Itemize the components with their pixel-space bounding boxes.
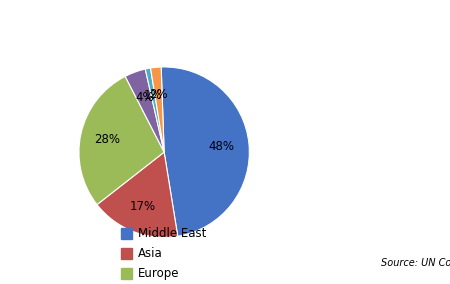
Text: 28%: 28% (94, 133, 121, 146)
Text: 4%: 4% (135, 91, 153, 104)
Legend: Middle East, Asia, Europe, North America, South America, Other: Middle East, Asia, Europe, North America… (121, 227, 225, 284)
Text: Source: UN Comtrade/Platts: Source: UN Comtrade/Platts (381, 258, 450, 268)
Wedge shape (125, 69, 164, 152)
Wedge shape (145, 68, 164, 152)
Wedge shape (150, 67, 164, 152)
Text: 17%: 17% (130, 200, 156, 213)
Text: 2%: 2% (149, 88, 168, 101)
Wedge shape (97, 152, 178, 237)
Text: 48%: 48% (209, 140, 235, 153)
Wedge shape (79, 76, 164, 204)
Wedge shape (161, 67, 249, 236)
Text: 1%: 1% (144, 89, 162, 102)
